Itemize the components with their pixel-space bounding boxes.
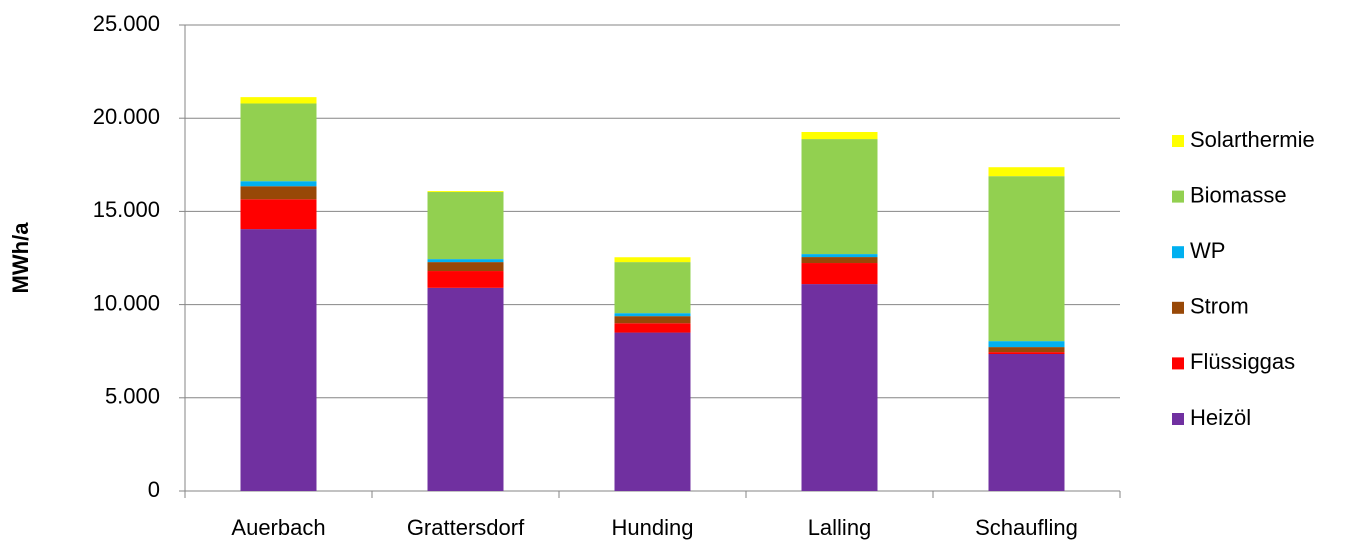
- bar-segment: [427, 262, 504, 272]
- legend-swatch: [1172, 413, 1184, 425]
- bar-segment: [614, 257, 691, 263]
- y-tick-label: 25.000: [93, 11, 160, 36]
- bar-segment: [427, 192, 504, 260]
- y-tick-label: 10.000: [93, 290, 160, 315]
- legend-swatch: [1172, 135, 1184, 147]
- y-tick-label: 20.000: [93, 104, 160, 129]
- legend-swatch: [1172, 301, 1184, 314]
- legend-label: Solarthermie: [1190, 127, 1315, 152]
- bar-segment: [988, 347, 1065, 353]
- y-tick-label: 15.000: [93, 197, 160, 222]
- x-tick-label: Auerbach: [231, 515, 325, 540]
- bar-segment: [614, 332, 691, 491]
- bar-segment: [240, 186, 317, 200]
- y-tick-label: 5.000: [105, 384, 160, 409]
- bar-segment: [614, 323, 691, 333]
- legend-label: Biomasse: [1190, 182, 1287, 207]
- y-axis-title: MWh/a: [8, 222, 33, 294]
- legend-label: Strom: [1190, 294, 1249, 319]
- bar-segment: [801, 257, 878, 264]
- bar-segment: [240, 97, 317, 104]
- bar-segment: [240, 181, 317, 187]
- bar-segment: [988, 176, 1065, 342]
- bar-segment: [988, 352, 1065, 354]
- bar-segment: [988, 341, 1065, 348]
- bar-segment: [614, 316, 691, 324]
- legend-label: Flüssiggas: [1190, 349, 1295, 374]
- bar-segment: [240, 199, 317, 230]
- bar-segment: [427, 287, 504, 491]
- bar-segment: [801, 131, 878, 140]
- x-tick-label: Hunding: [612, 515, 694, 540]
- legend-swatch: [1172, 357, 1184, 370]
- bar-segment: [801, 254, 878, 258]
- x-tick-label: Lalling: [808, 515, 872, 540]
- bar-segment: [988, 353, 1065, 491]
- y-tick-label: 0: [148, 477, 160, 502]
- legend-label: Heizöl: [1190, 405, 1251, 430]
- bar-segment: [427, 191, 504, 193]
- bar-segment: [240, 229, 317, 491]
- legend-label: WP: [1190, 238, 1225, 263]
- x-tick-label: Schaufling: [975, 515, 1078, 540]
- bar-segment: [988, 167, 1065, 177]
- bar-segment: [427, 259, 504, 263]
- bar-segment: [427, 271, 504, 288]
- bar-segment: [801, 263, 878, 285]
- bar-segment: [240, 103, 317, 182]
- x-tick-label: Grattersdorf: [407, 515, 525, 540]
- bar-segment: [801, 139, 878, 255]
- legend-swatch: [1172, 246, 1184, 259]
- legend-swatch: [1172, 190, 1184, 203]
- bar-segment: [801, 284, 878, 491]
- bar-segment: [614, 262, 691, 314]
- bar-segment: [614, 313, 691, 317]
